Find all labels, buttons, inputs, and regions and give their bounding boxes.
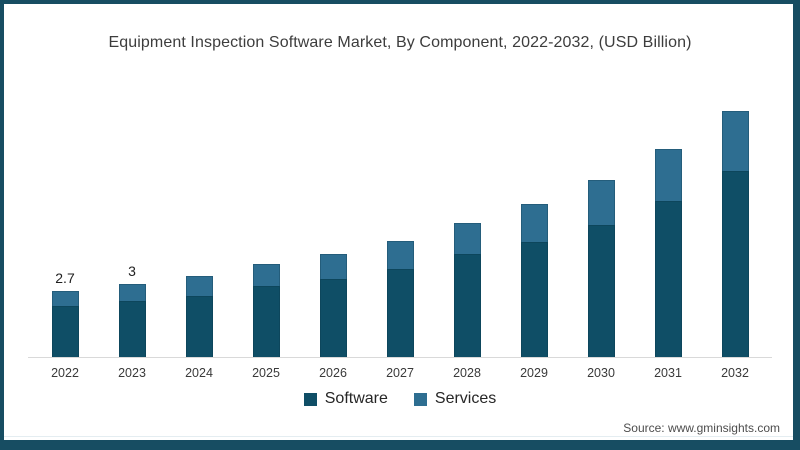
chart-title: Equipment Inspection Software Market, By… bbox=[108, 34, 692, 51]
bar-2027 bbox=[386, 240, 414, 357]
bar-segment-services-2029 bbox=[520, 204, 548, 243]
bar-segment-software-2028 bbox=[453, 254, 481, 357]
x-axis-label-2025: 2025 bbox=[252, 366, 280, 380]
bar-segment-services-2032 bbox=[721, 111, 749, 172]
bar-segment-software-2024 bbox=[185, 295, 213, 357]
bar-segment-services-2022 bbox=[51, 291, 79, 306]
x-axis-label-2029: 2029 bbox=[520, 366, 548, 380]
bar-segment-services-2023 bbox=[118, 283, 146, 301]
source-text: Source: www.gminsights.com bbox=[623, 421, 780, 435]
bar-segment-services-2024 bbox=[185, 276, 213, 296]
bar-segment-services-2027 bbox=[386, 240, 414, 270]
bar-value-label-2022: 2.7 bbox=[55, 270, 75, 287]
bar-2031 bbox=[654, 149, 682, 357]
bar-segment-software-2026 bbox=[319, 278, 347, 357]
x-axis-line bbox=[28, 357, 772, 358]
x-axis-label-2027: 2027 bbox=[386, 366, 414, 380]
bar-segment-software-2027 bbox=[386, 269, 414, 357]
software-swatch-icon bbox=[303, 392, 317, 406]
bar-2026 bbox=[319, 254, 347, 357]
bar-segment-services-2028 bbox=[453, 222, 481, 255]
bar-2024 bbox=[185, 276, 213, 357]
bar-segment-software-2022 bbox=[51, 305, 79, 357]
bar-value-label-2023: 3 bbox=[128, 262, 136, 279]
legend-label-software: Software bbox=[324, 390, 388, 407]
bar-2022 bbox=[51, 291, 79, 357]
bar-2030 bbox=[587, 179, 615, 357]
bar-2032 bbox=[721, 111, 749, 357]
x-axis-label-2023: 2023 bbox=[118, 366, 146, 380]
x-axis-label-2022: 2022 bbox=[51, 366, 79, 380]
bar-segment-services-2026 bbox=[319, 254, 347, 279]
bar-segment-services-2025 bbox=[252, 264, 280, 287]
x-axis-label-2026: 2026 bbox=[319, 366, 347, 380]
legend-label-services: Services bbox=[434, 390, 497, 407]
x-axis-label-2024: 2024 bbox=[185, 366, 213, 380]
legend: Software Services bbox=[0, 390, 800, 408]
bar-2025 bbox=[252, 264, 280, 357]
legend-item-services: Services bbox=[413, 390, 497, 408]
bar-2029 bbox=[520, 204, 548, 357]
legend-item-software: Software bbox=[303, 390, 388, 408]
x-axis-label-2030: 2030 bbox=[587, 366, 615, 380]
bar-segment-services-2030 bbox=[587, 179, 615, 226]
services-swatch-icon bbox=[413, 392, 427, 406]
x-axis-label-2031: 2031 bbox=[654, 366, 682, 380]
bar-2023 bbox=[118, 283, 146, 357]
footer-divider bbox=[4, 436, 793, 437]
bar-segment-software-2029 bbox=[520, 242, 548, 357]
bar-segment-software-2023 bbox=[118, 300, 146, 357]
bar-segment-services-2031 bbox=[654, 149, 682, 201]
bar-2028 bbox=[453, 222, 481, 357]
x-axis-label-2032: 2032 bbox=[721, 366, 749, 380]
x-axis-label-2028: 2028 bbox=[453, 366, 481, 380]
bar-segment-software-2030 bbox=[587, 225, 615, 357]
bar-segment-software-2032 bbox=[721, 171, 749, 357]
bar-segment-software-2025 bbox=[252, 286, 280, 357]
bar-segment-software-2031 bbox=[654, 200, 682, 357]
